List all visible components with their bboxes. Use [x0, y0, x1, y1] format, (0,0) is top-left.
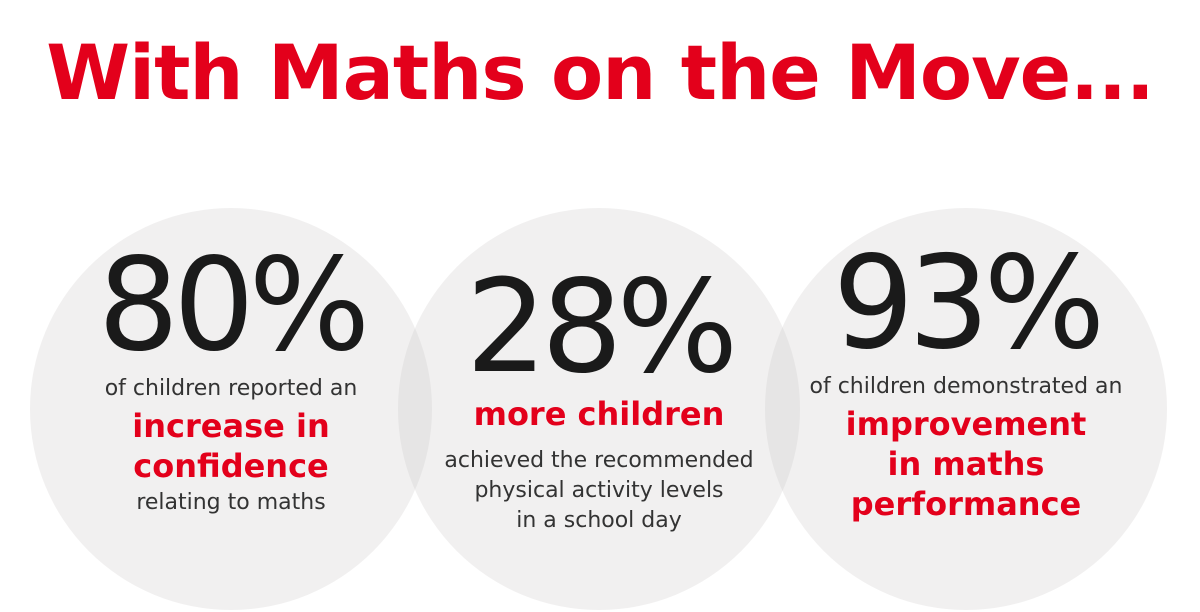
stat-performance: 93% of children demonstrated an improvem…: [765, 238, 1167, 524]
stat-description-line: physical activity levels: [474, 478, 724, 503]
page-title: With Maths on the Move...: [46, 28, 1155, 117]
stat-description-line: achieved the recommended: [444, 448, 754, 473]
stat-circle-performance: [765, 208, 1167, 610]
stat-intro-text: of children reported an: [104, 376, 358, 401]
stat-highlight-line: more children: [473, 395, 725, 433]
stat-highlight-line: in maths: [887, 445, 1045, 483]
stat-outro-text: relating to maths: [136, 490, 326, 515]
stat-highlight-line: performance: [850, 485, 1082, 523]
stat-intro-text: of children demonstrated an: [809, 374, 1123, 399]
stat-description-line: in a school day: [516, 508, 682, 533]
stat-percent: 28%: [465, 253, 739, 402]
stat-highlight-line: improvement: [845, 405, 1087, 443]
stat-activity: 28% more children achieved the recommend…: [398, 262, 800, 536]
stat-percent: 93%: [832, 229, 1106, 378]
stat-highlight-line: confidence: [133, 447, 329, 485]
stat-circle-activity: [398, 208, 800, 610]
stat-percent: 80%: [97, 231, 371, 380]
stat-confidence: 80% of children reported an increase in …: [30, 240, 432, 520]
stat-highlight-line: increase in: [132, 407, 330, 445]
stat-circle-confidence: [30, 208, 432, 610]
